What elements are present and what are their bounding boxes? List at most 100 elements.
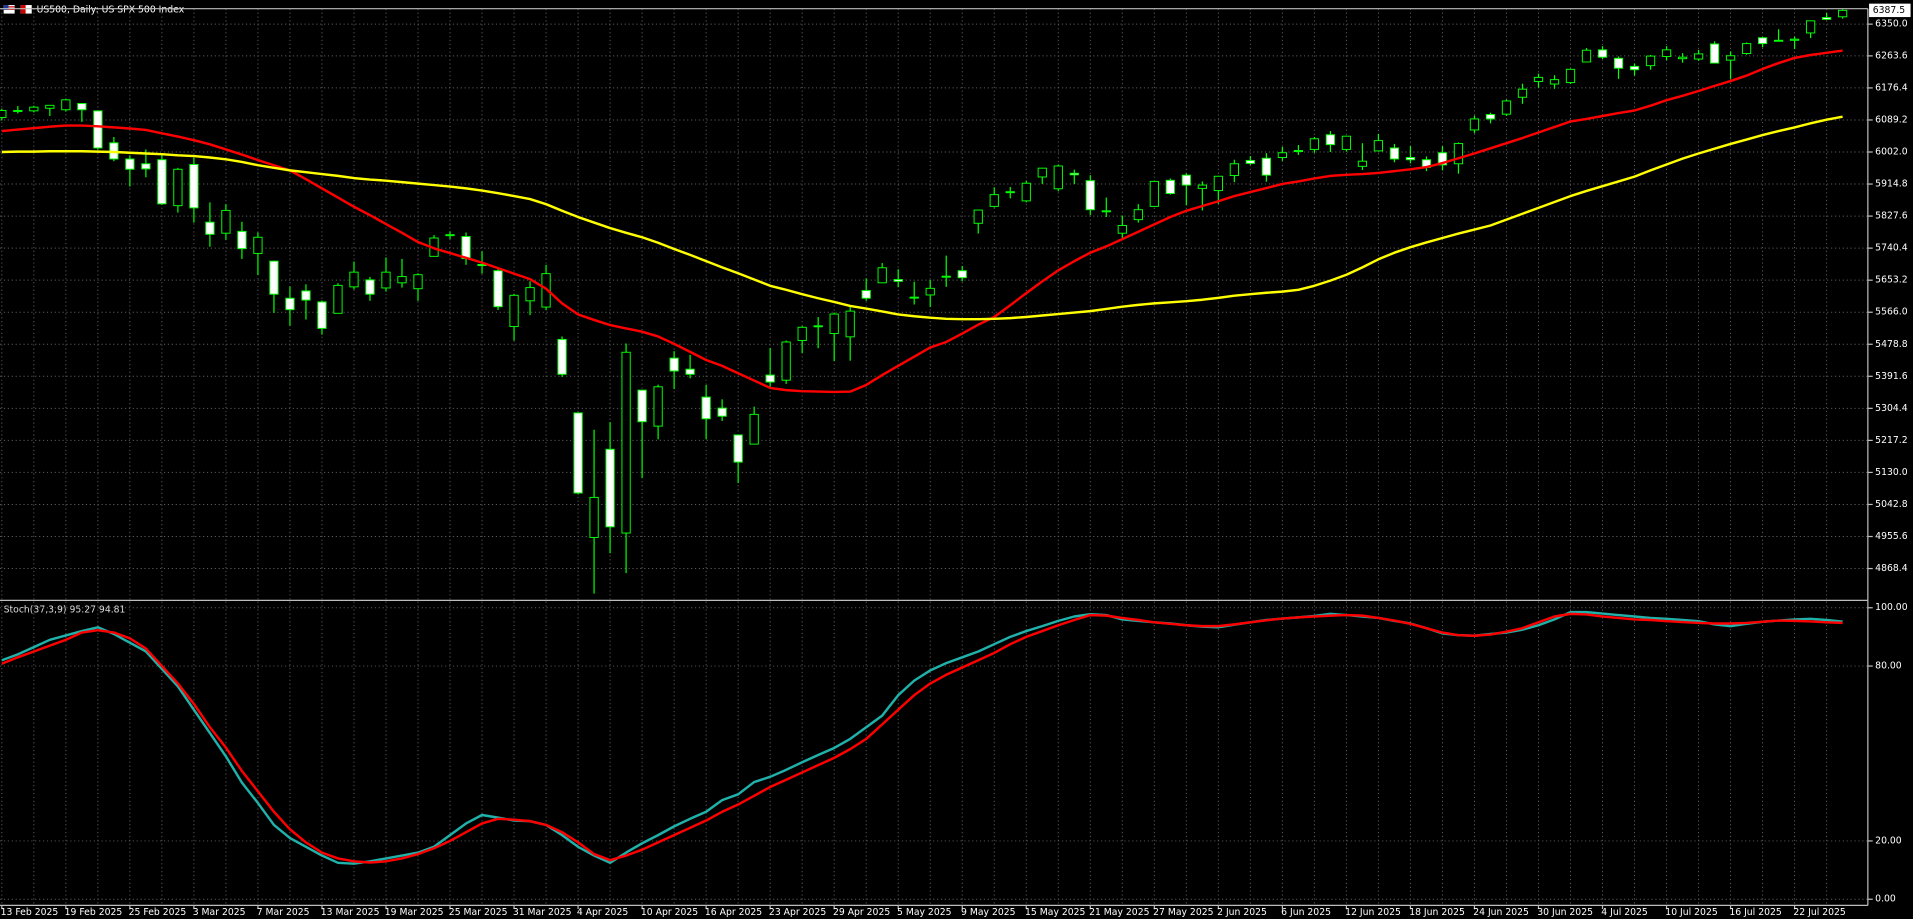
candle-body [173,168,183,207]
x-tick-label: 10 Apr 2025 [641,907,698,918]
y-tick-label: 5914.8 [1875,179,1908,190]
candle-body [1757,37,1768,45]
y-tick-label: 4955.6 [1875,531,1908,542]
candle-body [1069,172,1079,176]
candle-body [141,163,151,170]
candle-body [1293,150,1304,153]
x-tick-label: 19 Mar 2025 [385,907,444,918]
candle-body [1197,184,1207,189]
candle-body [1501,100,1512,115]
candle-body [1117,225,1127,234]
y-tick-label: 6002.0 [1875,147,1908,158]
y-tick-label: 5304.4 [1875,403,1908,414]
x-tick-label: 10 Jul 2025 [1665,907,1718,918]
candle-body [1677,56,1688,60]
candle-body [13,109,23,112]
x-tick-label: 13 Mar 2025 [321,907,380,918]
indicator-line [1,612,1843,864]
x-tick-label: 19 Feb 2025 [65,907,123,918]
candle-body [45,104,55,109]
x-tick-label: 5 May 2025 [897,907,952,918]
candle-body [1309,138,1320,150]
candle-body [749,413,759,445]
candle-body [941,275,951,278]
x-tick-label: 9 May 2025 [961,907,1016,918]
candle-body [29,106,39,112]
x-tick-label: 4 Jul 2025 [1601,907,1648,918]
x-tick-label: 12 Jun 2025 [1345,907,1401,918]
candle-body [637,389,647,423]
x-tick-label: 23 Apr 2025 [769,907,826,918]
candle-body [125,158,135,170]
candle-body [1181,174,1191,186]
candle-body [1165,179,1175,195]
x-tick-label: 3 Mar 2025 [193,907,246,918]
y-tick-label: 6176.4 [1875,82,1908,93]
x-tick-label: 2 Jun 2025 [1217,907,1267,918]
candle-body [1565,68,1576,84]
candle-body [573,412,583,494]
candle-body [1373,140,1384,152]
y-tick-label: 20.00 [1875,835,1902,846]
y-tick-label: 5566.0 [1875,307,1908,318]
candle-body [445,234,455,237]
candle-body [557,338,567,375]
icon [8,6,15,8]
candle-body [1693,53,1704,60]
candle-body [1437,152,1448,166]
candle-body [1773,39,1784,42]
candle-body [685,368,695,375]
candle-body [1101,210,1111,213]
y-tick-label: 6350.0 [1875,19,1908,30]
candle-body [1597,49,1608,58]
candle-body [1405,157,1416,161]
candle-body [301,290,311,301]
moving-average [1,115,1843,321]
candle-body [1581,49,1592,63]
candle-body [205,221,215,235]
candle-body [1805,20,1816,34]
icon [3,5,9,10]
candle-body [1517,88,1528,98]
candle-body [1277,152,1288,159]
grid-layer [0,8,1868,905]
y-tick-label: 4868.4 [1875,563,1908,574]
candle-body [461,236,471,260]
x-tick-label: 22 Jul 2025 [1793,907,1846,918]
x-tick-label: 16 Apr 2025 [705,907,762,918]
candle-body [1053,165,1063,190]
candle-body [413,274,423,290]
candle-body [1613,57,1624,69]
candle-body [1789,38,1800,41]
candle-body [893,279,903,282]
y-tick-label: 100.00 [1875,602,1908,613]
candle-body [1245,159,1255,164]
x-tick-label: 6 Jun 2025 [1281,907,1331,918]
candle-body [1005,191,1015,194]
chart-title: US500, Daily: US SPX 500 Index [37,4,185,15]
x-tick-label: 25 Feb 2025 [129,907,187,918]
marks-layer [0,9,1848,865]
candle-body [989,194,999,207]
x-tick-label: 16 Jul 2025 [1729,907,1782,918]
last-price-label: 6387.5 [1873,5,1906,16]
x-tick-label: 7 Mar 2025 [257,907,310,918]
candle-body [1485,114,1496,120]
candle-body [77,103,87,111]
candle-body [1629,65,1640,71]
x-tick-label: 30 Jun 2025 [1537,907,1593,918]
candle-body [1533,76,1544,82]
candle-body [189,164,199,209]
candle-body [621,351,631,534]
candle-body [365,279,375,295]
candle-body [93,110,103,149]
candle-body [381,271,391,289]
candle-body [1469,118,1480,131]
x-tick-label: 29 Apr 2025 [833,907,890,918]
candle-body [909,296,919,299]
candle-body [701,396,711,420]
x-tick-label: 25 Mar 2025 [449,907,508,918]
candle-body [237,230,247,250]
y-tick-label: 6263.6 [1875,50,1908,61]
